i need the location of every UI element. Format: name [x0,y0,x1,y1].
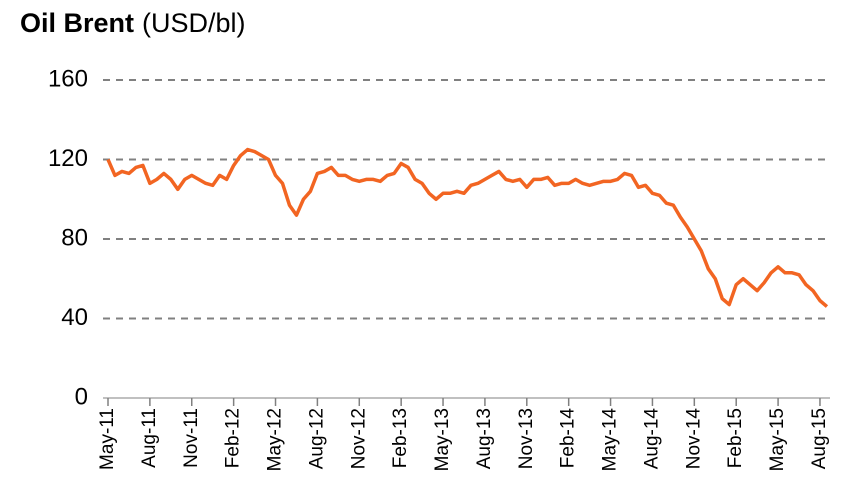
line-series [106,147,829,308]
x-tick-label: May-15 [767,408,788,471]
x-tick-label: Nov-14 [683,408,704,470]
y-tick-label: 120 [48,145,88,172]
x-tick-label: Aug-11 [139,408,160,468]
y-tick-label: 160 [48,65,88,92]
x-tick-label: Aug-15 [809,408,830,469]
x-tick-label: May-14 [600,408,621,472]
x-tick-label: Feb-15 [725,408,746,468]
x-tick-label: Aug-14 [641,408,662,470]
x-tick-label: Nov-13 [516,408,537,469]
x-tick-label: Aug-12 [306,408,327,469]
x-tick-label: Feb-13 [390,408,411,468]
chart-title-group: Oil Brent (USD/bl) [20,8,246,38]
x-tick-label: Nov-11 [181,408,202,468]
x-tick-label: May-12 [265,408,286,471]
x-tick-label: May-11 [97,408,118,470]
chart-title: Oil Brent [20,8,134,38]
x-tick-label: Feb-12 [223,408,244,468]
y-tick-label: 0 [75,383,88,410]
x-tick-label: Feb-14 [558,408,579,469]
x-tick-label: Aug-13 [474,408,495,469]
chart-subtitle: (USD/bl) [142,8,246,38]
y-tick-label: 40 [61,304,88,331]
x-tick-label: Nov-12 [348,408,369,469]
x-tick-label: May-13 [432,408,453,471]
y-tick-label: 80 [61,224,88,251]
